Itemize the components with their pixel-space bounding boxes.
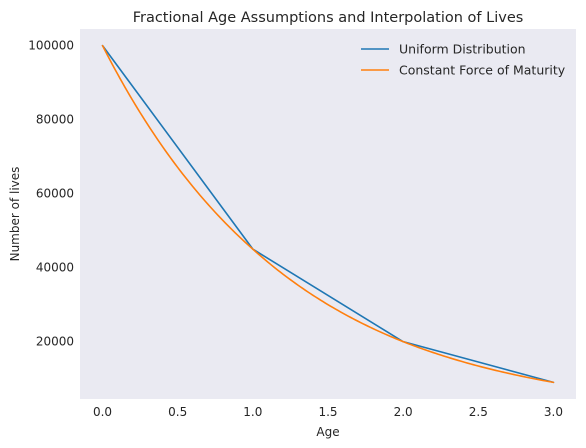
- x-tick-label: 0.5: [168, 405, 187, 419]
- legend-label-1: Constant Force of Maturity: [399, 63, 566, 78]
- legend-label-0: Uniform Distribution: [399, 42, 526, 57]
- y-tick-label: 100000: [28, 39, 74, 53]
- x-tick-label: 3.0: [544, 405, 563, 419]
- x-tick-labels: 0.0 0.5 1.0 1.5 2.0 2.5 3.0: [93, 405, 563, 419]
- x-tick-label: 2.0: [394, 405, 413, 419]
- y-tick-label: 40000: [36, 261, 74, 275]
- series-line-0: [101, 44, 555, 384]
- y-axis-label: Number of lives: [8, 167, 22, 262]
- y-tick-label: 20000: [36, 335, 74, 349]
- x-axis-label: Age: [316, 425, 339, 439]
- plot-area: [80, 29, 576, 399]
- chart-title: Fractional Age Assumptions and Interpola…: [133, 10, 524, 26]
- x-tick-label: 1.0: [243, 405, 262, 419]
- x-tick-label: 2.5: [469, 405, 488, 419]
- series-lines: [101, 44, 555, 384]
- y-tick-label: 80000: [36, 113, 74, 127]
- y-tick-labels: 20000 40000 60000 80000 100000: [28, 39, 74, 349]
- legend: Uniform Distribution Constant Force of Ma…: [361, 42, 566, 78]
- x-tick-label: 0.0: [93, 405, 112, 419]
- x-tick-label: 1.5: [318, 405, 337, 419]
- series-line-1: [101, 44, 555, 384]
- y-tick-label: 60000: [36, 187, 74, 201]
